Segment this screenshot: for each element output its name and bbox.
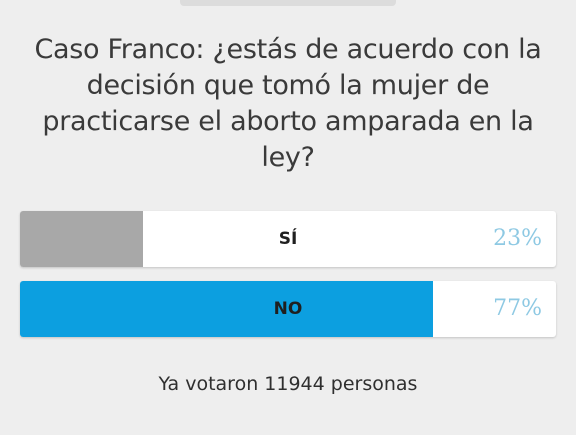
poll-option-no-label: NO	[273, 299, 303, 319]
top-decorative-strip	[180, 0, 396, 6]
poll-option-si-label: SÍ	[278, 229, 298, 249]
poll-option-no-result-bar	[20, 281, 433, 337]
total-votes-text: Ya votaron 11944 personas	[158, 373, 418, 395]
poll-option-si[interactable]: SÍ 23%	[20, 211, 556, 267]
poll-option-si-percent: 23%	[493, 226, 542, 251]
poll-option-si-result-bar	[20, 211, 144, 267]
poll-option-no[interactable]: NO 77%	[20, 281, 556, 337]
poll-option-no-percent: 77%	[493, 296, 542, 321]
poll-question: Caso Franco: ¿estás de acuerdo con la de…	[34, 34, 542, 173]
